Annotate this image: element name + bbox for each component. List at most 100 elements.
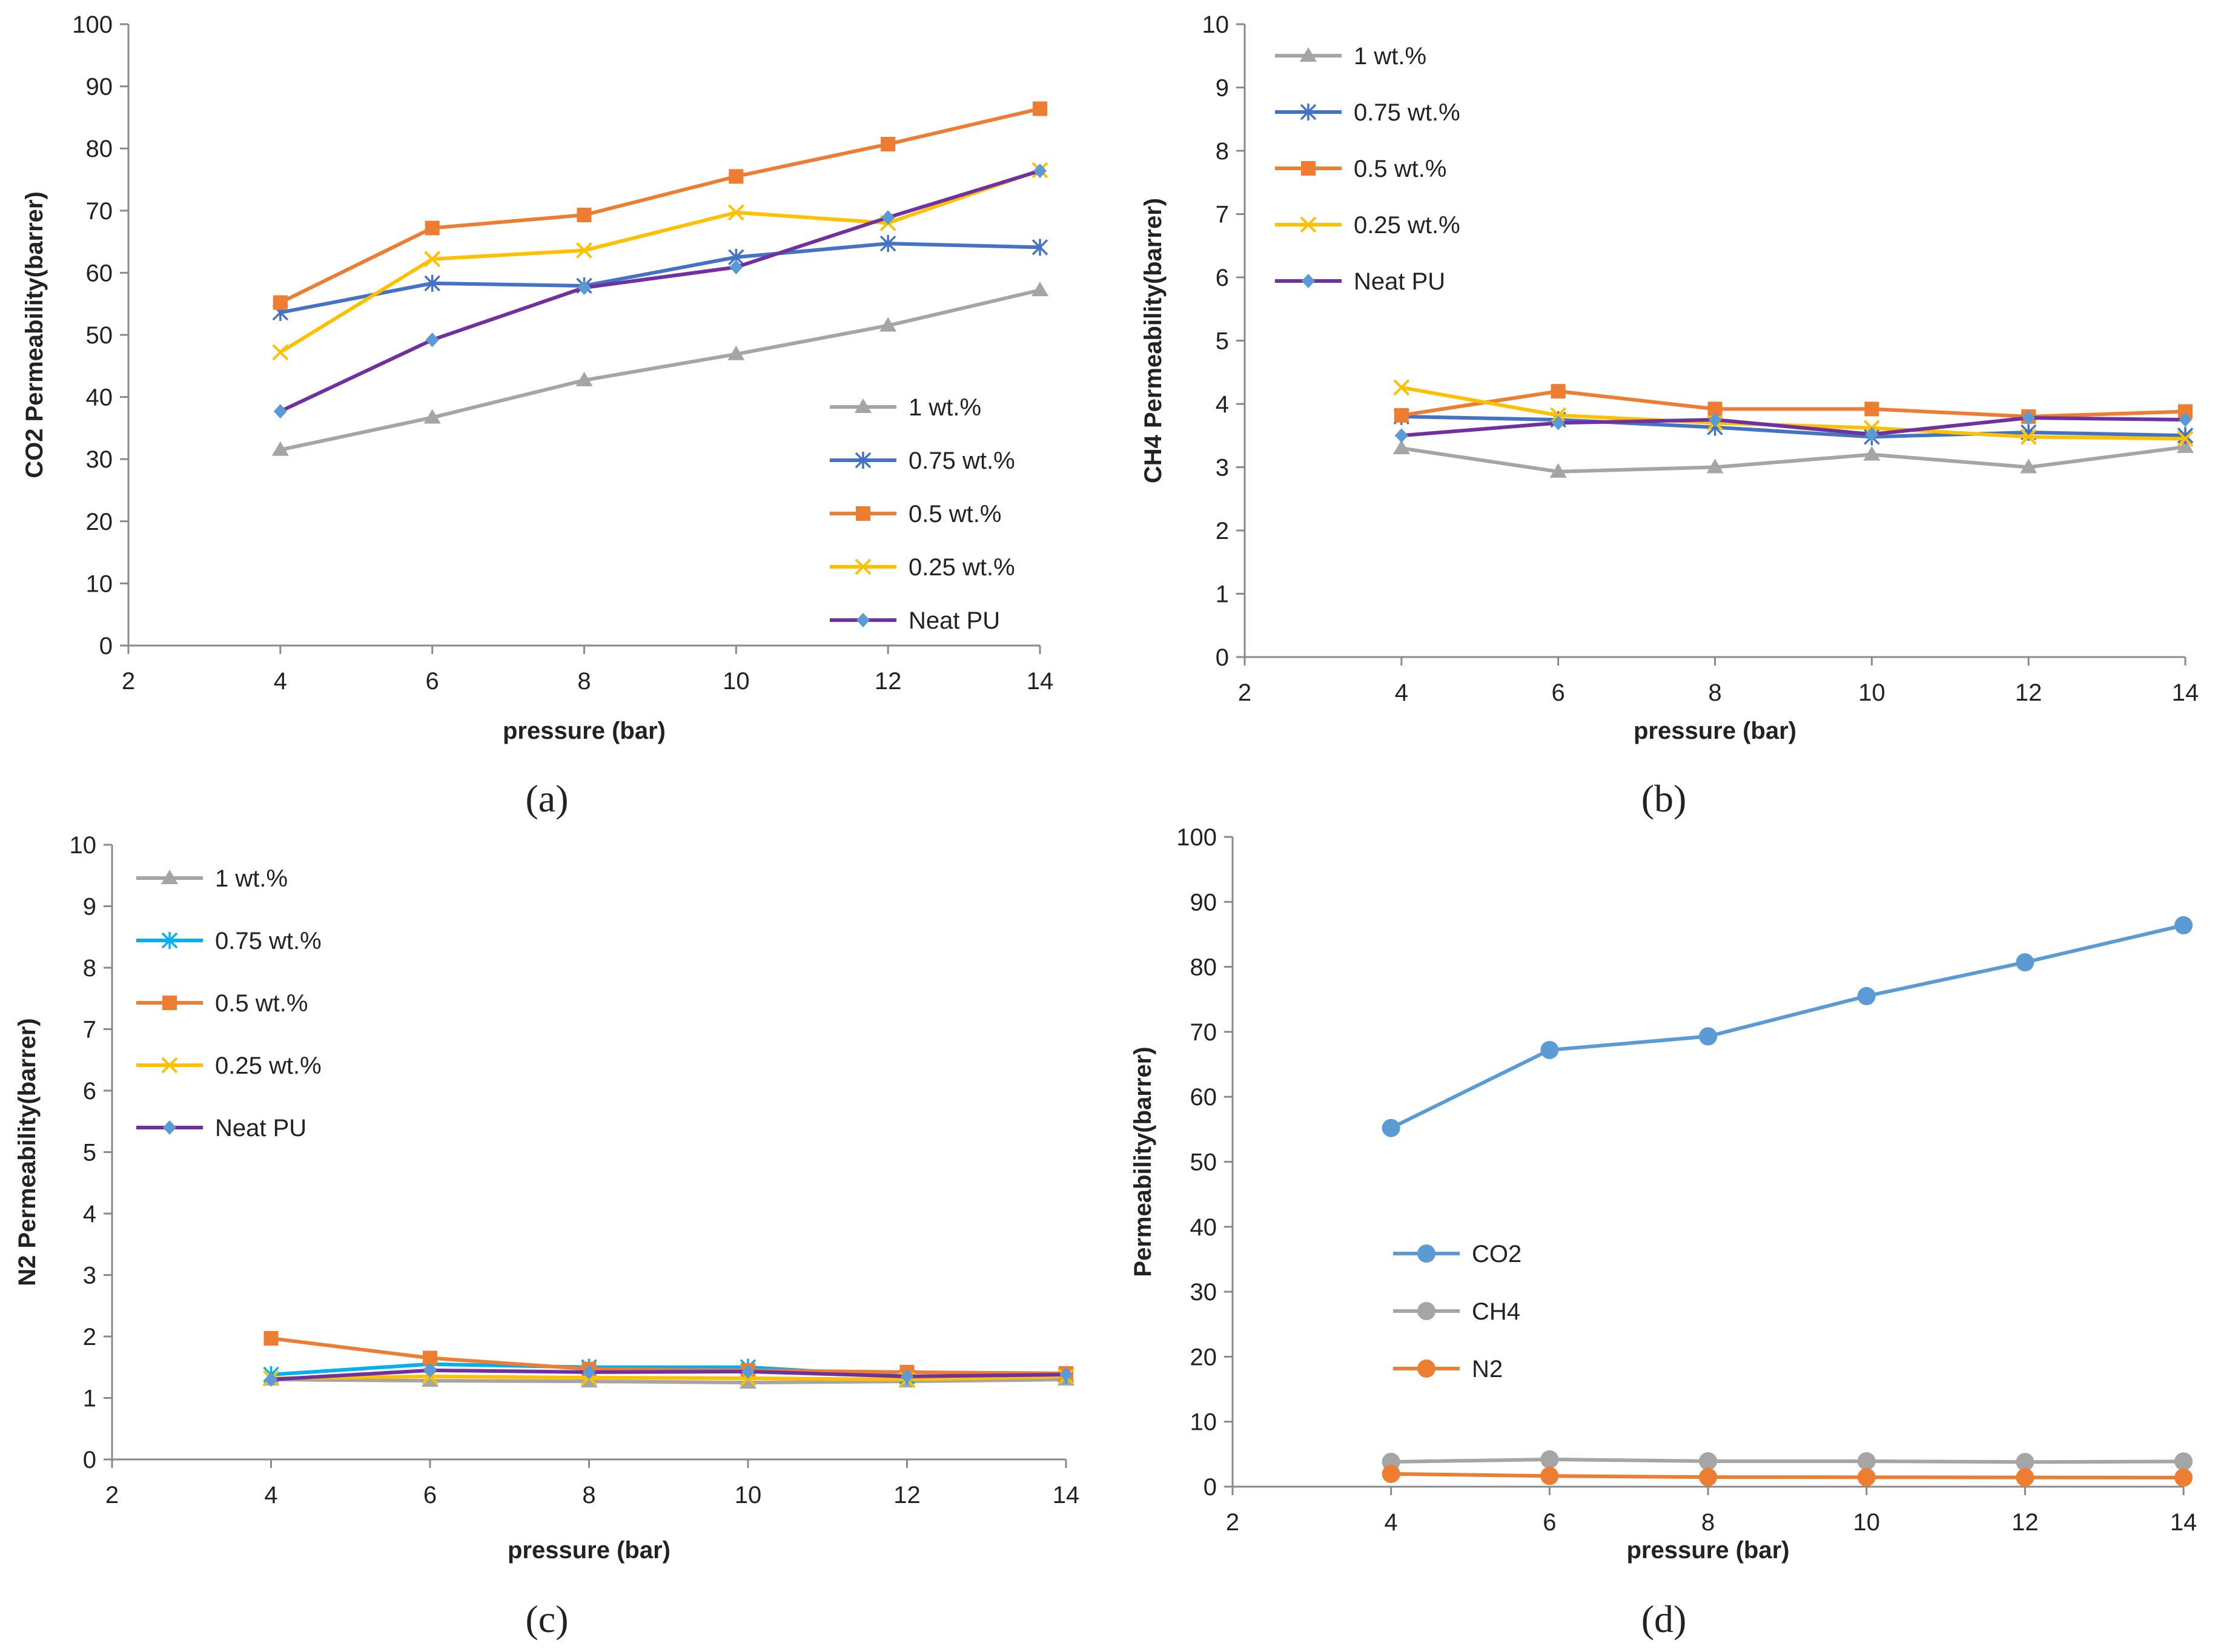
x-axis-label: pressure (bar) bbox=[1634, 718, 1796, 744]
y-tick-label: 0 bbox=[83, 1447, 96, 1473]
data-point bbox=[1863, 446, 1881, 461]
x-tick-label: 4 bbox=[1385, 1509, 1398, 1536]
data-point bbox=[2016, 1453, 2035, 1472]
x-tick-label: 10 bbox=[1858, 679, 1886, 706]
data-point bbox=[1699, 1452, 1717, 1470]
series-line bbox=[1399, 445, 2187, 474]
series-line bbox=[1399, 389, 2187, 418]
data-point bbox=[272, 344, 289, 361]
data-point bbox=[729, 260, 743, 275]
y-tick-label: 0 bbox=[1204, 1474, 1217, 1501]
chart-panel-a: 0 10 20 30 40 50 60 70 80 90 100 2 4 6 8 10 12 14 pressure… bbox=[21, 12, 1053, 820]
legend-marker bbox=[161, 870, 178, 884]
y-tick-label: 4 bbox=[83, 1201, 96, 1227]
data-point bbox=[2174, 1468, 2193, 1487]
data-point bbox=[577, 207, 592, 222]
legend-label: N2 bbox=[1472, 1356, 1503, 1383]
x-tick-label: 10 bbox=[1853, 1509, 1880, 1536]
x-tick-label: 14 bbox=[1053, 1482, 1080, 1508]
y-tick-label: 70 bbox=[1190, 1019, 1217, 1046]
legend-marker bbox=[1300, 104, 1317, 121]
x-tick-label: 14 bbox=[2170, 1509, 2197, 1536]
x-tick-label: 12 bbox=[2015, 679, 2042, 706]
data-point bbox=[1551, 415, 1565, 431]
y-tick-label: 80 bbox=[86, 136, 113, 162]
data-point bbox=[1549, 463, 1567, 478]
legend-marker bbox=[1417, 1244, 1435, 1263]
series-line bbox=[278, 242, 1042, 315]
data-point bbox=[273, 404, 287, 419]
data-point bbox=[263, 1331, 279, 1346]
data-point bbox=[740, 1374, 757, 1389]
y-tick-label: 8 bbox=[1216, 138, 1229, 165]
data-point bbox=[1550, 407, 1567, 424]
data-point bbox=[741, 1364, 755, 1379]
x-tick-label: 6 bbox=[423, 1482, 437, 1508]
legend: 1 wt.% 0.75 wt.% 0.5 wt.% 0.25 wt.% Neat PU bbox=[136, 865, 322, 1142]
data-point bbox=[729, 169, 744, 184]
panel-label: (d) bbox=[1641, 1597, 1687, 1640]
y-tick-label: 1 bbox=[1216, 581, 1229, 608]
data-point bbox=[1031, 239, 1048, 256]
x-tick-label: 10 bbox=[723, 668, 750, 695]
series-line bbox=[269, 1378, 1068, 1385]
legend-marker bbox=[1300, 47, 1317, 62]
series-line bbox=[278, 288, 1042, 452]
data-point bbox=[879, 235, 896, 253]
data-point bbox=[1059, 1367, 1073, 1382]
x-tick-label: 10 bbox=[735, 1482, 762, 1508]
data-point bbox=[576, 242, 592, 259]
legend-label: Neat PU bbox=[909, 607, 1000, 634]
series-line bbox=[1389, 1472, 2185, 1479]
y-axis-label: CH4 Permeability(barrer) bbox=[1140, 198, 1167, 483]
data-point bbox=[2022, 410, 2036, 425]
legend: 1 wt.% 0.75 wt.% 0.5 wt.% 0.25 wt.% Neat PU bbox=[830, 394, 1015, 634]
x-tick-label: 2 bbox=[1238, 679, 1251, 706]
x-tick-label: 4 bbox=[1395, 679, 1408, 706]
legend-label: 0.5 wt.% bbox=[909, 501, 1001, 527]
data-point bbox=[2020, 428, 2037, 445]
data-point bbox=[881, 210, 895, 225]
y-tick-label: 10 bbox=[1190, 1409, 1217, 1436]
y-tick-label: 5 bbox=[1216, 328, 1229, 355]
data-point bbox=[273, 295, 288, 310]
data-point bbox=[2020, 458, 2038, 474]
x-tick-label: 12 bbox=[893, 1482, 921, 1508]
legend-marker bbox=[855, 452, 872, 469]
y-tick-label: 3 bbox=[83, 1263, 96, 1289]
x-tick-label: 2 bbox=[122, 668, 135, 695]
legend-marker bbox=[856, 506, 870, 521]
y-tick-label: 4 bbox=[1216, 391, 1229, 418]
y-axis-label: N2 Permeability(barrer) bbox=[14, 1018, 41, 1286]
data-point bbox=[1394, 428, 1408, 443]
data-point bbox=[1393, 379, 1410, 396]
data-point bbox=[2177, 438, 2194, 454]
y-tick-label: 50 bbox=[1190, 1149, 1217, 1176]
series-line bbox=[1399, 414, 2187, 439]
data-point bbox=[423, 1363, 437, 1378]
data-point bbox=[2177, 431, 2194, 447]
y-tick-label: 100 bbox=[72, 12, 113, 38]
legend-marker bbox=[1302, 274, 1315, 288]
x-tick-label: 12 bbox=[2011, 1509, 2039, 1536]
x-tick-label: 8 bbox=[577, 668, 591, 695]
legend-marker bbox=[161, 1057, 178, 1074]
data-point bbox=[1394, 408, 1409, 423]
data-point bbox=[727, 204, 744, 221]
y-tick-label: 10 bbox=[70, 832, 97, 859]
data-point bbox=[1857, 986, 1876, 1005]
legend-marker bbox=[161, 932, 178, 949]
x-tick-label: 2 bbox=[105, 1482, 119, 1508]
data-point bbox=[727, 345, 745, 360]
data-point bbox=[1865, 427, 1879, 442]
y-tick-label: 8 bbox=[83, 955, 96, 982]
y-tick-label: 0 bbox=[99, 633, 113, 659]
data-point bbox=[271, 441, 289, 456]
data-point bbox=[1382, 1464, 1400, 1483]
data-point bbox=[425, 332, 439, 348]
y-tick-label: 7 bbox=[1216, 202, 1229, 228]
y-tick-label: 10 bbox=[1202, 12, 1230, 38]
legend-label: CH4 bbox=[1472, 1298, 1520, 1325]
data-point bbox=[1540, 1040, 1559, 1059]
